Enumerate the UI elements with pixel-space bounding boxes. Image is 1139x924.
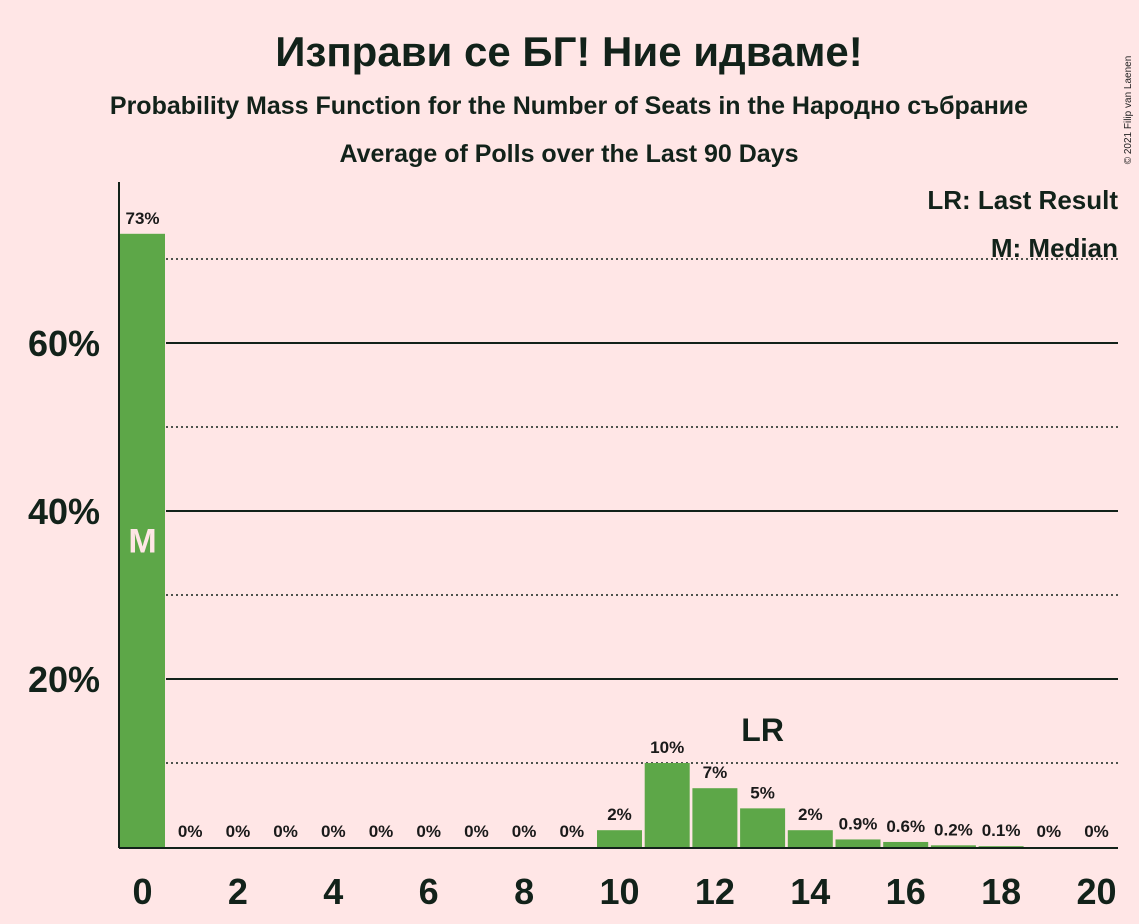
bar-seat-10	[597, 830, 642, 847]
gridlines	[166, 258, 1118, 764]
bar-label-seat-2: 0%	[226, 822, 251, 841]
y-tick-label: 40%	[28, 491, 100, 532]
x-tick-label: 16	[886, 871, 926, 912]
bar-label-seat-13: 5%	[750, 783, 775, 802]
bar-seat-14	[787, 830, 833, 847]
bar-seat-12	[692, 788, 738, 847]
median-marker: M	[128, 522, 156, 560]
bar-seat-13	[740, 808, 786, 847]
x-tick-label: 4	[323, 871, 343, 912]
y-tick-label: 60%	[28, 323, 100, 364]
bar-label-seat-4: 0%	[321, 822, 346, 841]
bar-seat-18	[978, 846, 1024, 847]
copyright-note: © 2021 Filip van Laenen	[1123, 56, 1134, 165]
bar-label-seat-17: 0.2%	[934, 820, 973, 839]
chart-subtitle: Probability Mass Function for the Number…	[110, 92, 1028, 120]
bar-label-seat-5: 0%	[369, 822, 394, 841]
bar-label-seat-7: 0%	[464, 822, 489, 841]
legend-last-result: LR: Last Result	[927, 185, 1118, 215]
x-tick-label: 2	[228, 871, 248, 912]
bar-seat-0	[120, 233, 165, 848]
bar-label-seat-15: 0.9%	[839, 814, 878, 833]
bar-label-seat-19: 0%	[1037, 822, 1062, 841]
bar-label-seat-20: 0%	[1084, 822, 1109, 841]
chart-title: Изправи се БГ! Ние идваме!	[275, 28, 863, 75]
x-tick-label: 20	[1076, 871, 1116, 912]
x-tick-label: 14	[790, 871, 830, 912]
bar-label-seat-6: 0%	[416, 822, 441, 841]
bars	[120, 233, 1024, 848]
bar-seat-16	[883, 841, 929, 847]
tick-labels: 20% 40% 60% 0 2 4 6 8 10 12 14 16 18 20	[28, 323, 1117, 912]
last-result-marker: LR	[741, 712, 784, 748]
y-tick-label: 20%	[28, 659, 100, 700]
bar-label-seat-3: 0%	[273, 822, 298, 841]
bar-seat-11	[644, 763, 690, 847]
x-tick-label: 18	[981, 871, 1021, 912]
chart-subtitle-period: Average of Polls over the Last 90 Days	[340, 140, 799, 168]
x-tick-label: 12	[695, 871, 735, 912]
bar-label-seat-16: 0.6%	[886, 817, 925, 836]
bar-label-seat-18: 0.1%	[982, 821, 1021, 840]
x-tick-label: 6	[419, 871, 439, 912]
bar-label-seat-1: 0%	[178, 822, 203, 841]
bar-label-seat-12: 7%	[703, 763, 728, 782]
x-tick-label: 0	[132, 871, 152, 912]
bar-label-seat-8: 0%	[512, 822, 537, 841]
bar-label-seat-11: 10%	[650, 738, 684, 757]
bar-label-seat-14: 2%	[798, 805, 823, 824]
x-tick-label: 8	[514, 871, 534, 912]
legend-median: M: Median	[991, 233, 1118, 263]
bar-label-seat-10: 2%	[607, 805, 632, 824]
axes	[118, 182, 1118, 849]
bar-seat-17	[930, 845, 976, 847]
bar-label-seat-0: 73%	[125, 209, 159, 228]
bar-seat-15	[835, 839, 881, 847]
bar-labels: 73% 0% 0% 0% 0% 0% 0% 0% 0% 0% 2% 10% 7% 5% 2% 0.9% 0.6%…	[125, 209, 1108, 841]
bar-label-seat-9: 0%	[560, 822, 585, 841]
x-tick-label: 10	[599, 871, 639, 912]
